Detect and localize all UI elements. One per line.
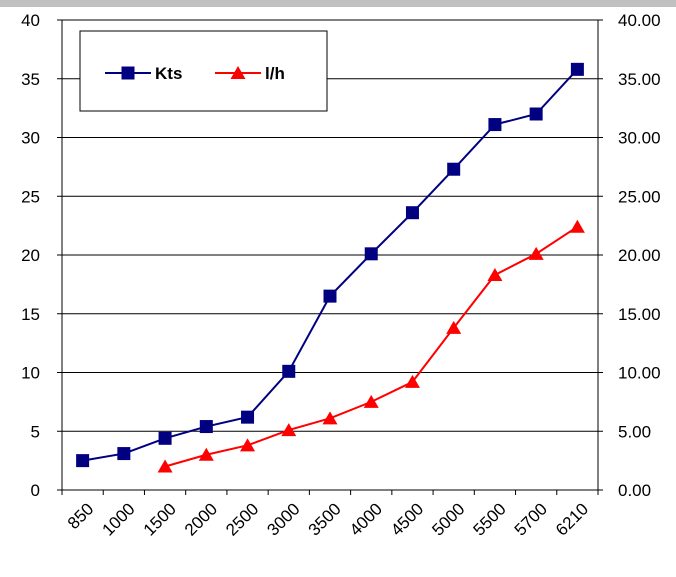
y-left-tick-label: 10 bbox=[21, 364, 40, 383]
y-right-tick-label: 5.00 bbox=[618, 422, 651, 441]
y-right-tick-label: 20.00 bbox=[618, 246, 661, 265]
series-kts bbox=[76, 62, 584, 468]
gridlines bbox=[62, 19, 598, 432]
y-right-tick-label: 25.00 bbox=[618, 187, 661, 206]
y-right-tick-label: 0.00 bbox=[618, 481, 651, 500]
kts-marker bbox=[323, 289, 337, 303]
lh-marker bbox=[363, 394, 379, 408]
legend-entry: Kts bbox=[105, 64, 182, 83]
x-tick-label: 1500 bbox=[140, 499, 180, 539]
y-left-tick-label: 5 bbox=[31, 422, 40, 441]
series-lh bbox=[157, 219, 585, 473]
kts-marker bbox=[76, 454, 90, 468]
lh-marker bbox=[230, 66, 246, 79]
x-tick-label: 3000 bbox=[263, 499, 303, 539]
kts-marker bbox=[570, 62, 584, 76]
y-left-tick-label: 25 bbox=[21, 187, 40, 206]
y-right-tick-label: 10.00 bbox=[618, 364, 661, 383]
kts-marker bbox=[117, 447, 131, 461]
kts-marker bbox=[488, 118, 502, 132]
y-left-tick-label: 20 bbox=[21, 246, 40, 265]
lh-marker bbox=[528, 246, 544, 260]
series-layer bbox=[76, 62, 585, 473]
x-tick-label: 3500 bbox=[305, 499, 345, 539]
x-tick-label: 2500 bbox=[222, 499, 262, 539]
y-left-tick-label: 0 bbox=[31, 481, 40, 500]
axes bbox=[57, 19, 603, 495]
lh-marker bbox=[404, 374, 420, 388]
lh-marker bbox=[569, 219, 585, 233]
x-tick-label: 850 bbox=[64, 499, 97, 532]
legend-label: l/h bbox=[265, 64, 285, 83]
lh-marker bbox=[281, 423, 297, 437]
kts-marker bbox=[199, 420, 213, 434]
kts-marker bbox=[158, 431, 172, 445]
kts-marker bbox=[241, 410, 255, 424]
y-right-tick-label: 35.00 bbox=[618, 70, 661, 89]
lh-marker bbox=[240, 438, 256, 452]
x-tick-label: 4000 bbox=[346, 499, 386, 539]
lh-marker bbox=[157, 459, 173, 473]
series-line bbox=[164, 225, 578, 468]
x-tick-label: 5000 bbox=[428, 499, 468, 539]
x-tick-label: 2000 bbox=[181, 499, 221, 539]
kts-marker bbox=[447, 162, 461, 176]
y-left-tick-label: 35 bbox=[21, 70, 40, 89]
x-tick-label: 6210 bbox=[552, 499, 592, 539]
y-right-tick-label: 15.00 bbox=[618, 305, 661, 324]
x-axis-ticks: 850 1000 1500 2000 2500 3000 3500 4000 4500 5000 5… bbox=[64, 499, 592, 539]
y-right-tick-label: 40.00 bbox=[618, 11, 661, 30]
y-left-tick-label: 15 bbox=[21, 305, 40, 324]
legend-label: Kts bbox=[155, 64, 182, 83]
y-right-tick-label: 30.00 bbox=[618, 129, 661, 148]
lh-marker bbox=[487, 267, 503, 281]
x-tick-label: 5500 bbox=[470, 499, 510, 539]
legend: Kts l/h bbox=[79, 30, 328, 112]
y-left-tick-label: 30 bbox=[21, 129, 40, 148]
lh-marker bbox=[198, 447, 214, 461]
kts-marker bbox=[405, 206, 419, 220]
y-axis-left-ticks: 0 5 10 15 20 25 30 35 40 bbox=[21, 11, 40, 500]
legend-box bbox=[79, 30, 328, 112]
kts-marker bbox=[121, 66, 135, 80]
y-left-tick-label: 40 bbox=[21, 11, 40, 30]
kts-marker bbox=[282, 364, 296, 378]
kts-marker bbox=[364, 247, 378, 261]
y-axis-right-ticks: 0.00 5.00 10.00 15.00 20.00 25.00 30.00 35.00 40… bbox=[618, 11, 661, 500]
legend-entry: l/h bbox=[215, 64, 285, 83]
x-tick-label: 4500 bbox=[387, 499, 427, 539]
x-tick-label: 1000 bbox=[98, 499, 138, 539]
lh-marker bbox=[446, 320, 462, 334]
series-line bbox=[82, 68, 579, 462]
window-top-bar bbox=[0, 0, 676, 7]
x-tick-label: 5700 bbox=[511, 499, 551, 539]
kts-marker bbox=[529, 107, 543, 121]
lh-marker bbox=[322, 411, 338, 425]
